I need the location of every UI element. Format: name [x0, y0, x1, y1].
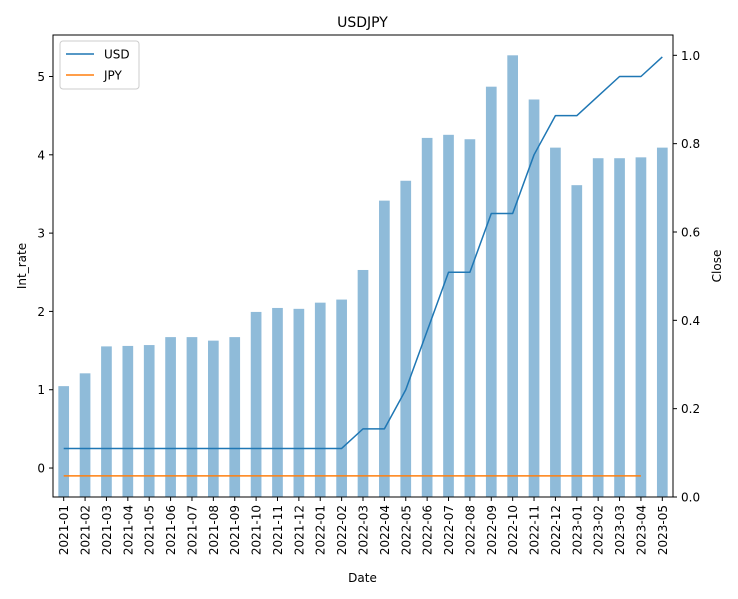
close-bar-2021-05 [143, 345, 155, 497]
right-tick-label-1: 0.2 [681, 402, 700, 416]
x-tick-label-2021-10: 2021-10 [250, 505, 264, 555]
close-bar-2022-01 [314, 302, 326, 497]
x-tick-label-2022-10: 2022-10 [506, 505, 520, 555]
close-bar-2021-08 [208, 340, 219, 497]
right-tick-label-0: 0.0 [681, 491, 700, 505]
close-bar-2022-07 [443, 134, 454, 497]
close-bar-2022-12 [550, 147, 561, 497]
left-tick-label-3: 3 [37, 227, 45, 241]
x-tick-label-2022-06: 2022-06 [421, 505, 435, 555]
left-tick-label-4: 4 [37, 148, 45, 162]
close-bar-2021-10 [250, 311, 262, 497]
right-tick-label-4: 0.8 [681, 137, 700, 151]
legend-jpy-label: JPY [103, 69, 123, 83]
x-tick-label-2021-08: 2021-08 [207, 505, 221, 555]
x-tick-label-2022-07: 2022-07 [442, 505, 456, 555]
right-y-axis: 0.0 0.2 0.4 0.6 0.8 1.0 [673, 49, 700, 505]
x-tick-label-2021-02: 2021-02 [79, 505, 93, 555]
x-tick-label-2021-01: 2021-01 [57, 505, 71, 555]
close-bar-2022-02 [336, 299, 347, 497]
x-tick-label-2021-03: 2021-03 [100, 505, 114, 555]
close-bar-2021-11 [272, 307, 283, 497]
x-tick-label-2022-03: 2022-03 [357, 505, 371, 555]
close-bar-2021-12 [293, 308, 305, 497]
close-bar-2021-07 [186, 337, 198, 497]
left-y-axis-label: Int_rate [15, 243, 29, 289]
close-bar-2022-11 [528, 99, 540, 498]
x-tick-label-2022-05: 2022-05 [399, 505, 413, 555]
left-y-axis: 0 1 2 3 4 5 [37, 70, 53, 476]
x-tick-label-2023-05: 2023-05 [656, 505, 670, 555]
x-tick-label-2021-04: 2021-04 [121, 505, 135, 555]
x-tick-label-2021-12: 2021-12 [292, 505, 306, 555]
close-bar-2022-05 [400, 180, 412, 497]
close-bar-2021-04 [122, 345, 134, 497]
legend-usd-label: USD [104, 48, 130, 62]
x-tick-label-2022-04: 2022-04 [378, 505, 392, 555]
close-bar-2022-10 [507, 55, 518, 497]
close-bar-2022-08 [464, 139, 476, 498]
x-tick-label-2022-12: 2022-12 [549, 505, 563, 555]
close-bar-2021-01 [58, 386, 70, 497]
x-tick-label-2021-07: 2021-07 [185, 505, 199, 555]
left-tick-label-0: 0 [37, 462, 45, 476]
x-tick-label-2021-11: 2021-11 [271, 505, 285, 555]
x-axis: 2021-01 2021-02 2021-03 2021-04 2021-05 2021-… [57, 497, 670, 555]
x-tick-label-2022-02: 2022-02 [335, 505, 349, 555]
close-bar-2022-03 [357, 269, 369, 497]
chart-title: USDJPY [337, 15, 388, 31]
x-tick-label-2022-08: 2022-08 [463, 505, 477, 555]
close-bar-2022-06 [421, 137, 433, 497]
x-tick-label-2023-03: 2023-03 [613, 505, 627, 555]
close-bar-2023-04 [635, 157, 647, 497]
x-tick-label-2023-04: 2023-04 [634, 505, 648, 555]
x-axis-label: Date [348, 571, 377, 585]
close-bar-2022-04 [379, 200, 390, 497]
close-bar-2023-01 [571, 185, 583, 498]
close-bar-2023-02 [592, 158, 604, 498]
close-bar-2022-09 [485, 86, 497, 498]
lines-layer [63, 56, 663, 477]
legend-box [59, 40, 140, 90]
x-tick-label-2021-05: 2021-05 [143, 505, 157, 555]
right-tick-label-3: 0.6 [681, 225, 700, 239]
right-tick-label-5: 1.0 [681, 49, 700, 63]
right-y-axis-label: Close [710, 250, 724, 283]
x-tick-label-2023-01: 2023-01 [570, 505, 584, 555]
x-tick-label-2021-09: 2021-09 [228, 505, 242, 555]
bars-layer [58, 55, 668, 498]
usd-rate-line [63, 56, 663, 450]
x-tick-label-2022-11: 2022-11 [528, 505, 542, 555]
close-bar-2021-02 [79, 373, 91, 497]
close-bar-2021-06 [165, 337, 176, 497]
close-bar-2023-03 [614, 158, 625, 498]
x-tick-label-2022-01: 2022-01 [314, 505, 328, 555]
close-bar-2021-09 [229, 337, 241, 497]
x-tick-label-2022-09: 2022-09 [485, 505, 499, 555]
legend: USD JPY [59, 40, 140, 90]
right-tick-label-2: 0.4 [681, 314, 700, 328]
close-bar-2021-03 [101, 346, 112, 497]
left-tick-label-5: 5 [37, 70, 45, 84]
left-tick-label-2: 2 [37, 305, 45, 319]
x-tick-label-2023-02: 2023-02 [592, 505, 606, 555]
close-bar-2023-05 [656, 147, 668, 497]
x-tick-label-2021-06: 2021-06 [164, 505, 178, 555]
left-tick-label-1: 1 [37, 383, 45, 397]
